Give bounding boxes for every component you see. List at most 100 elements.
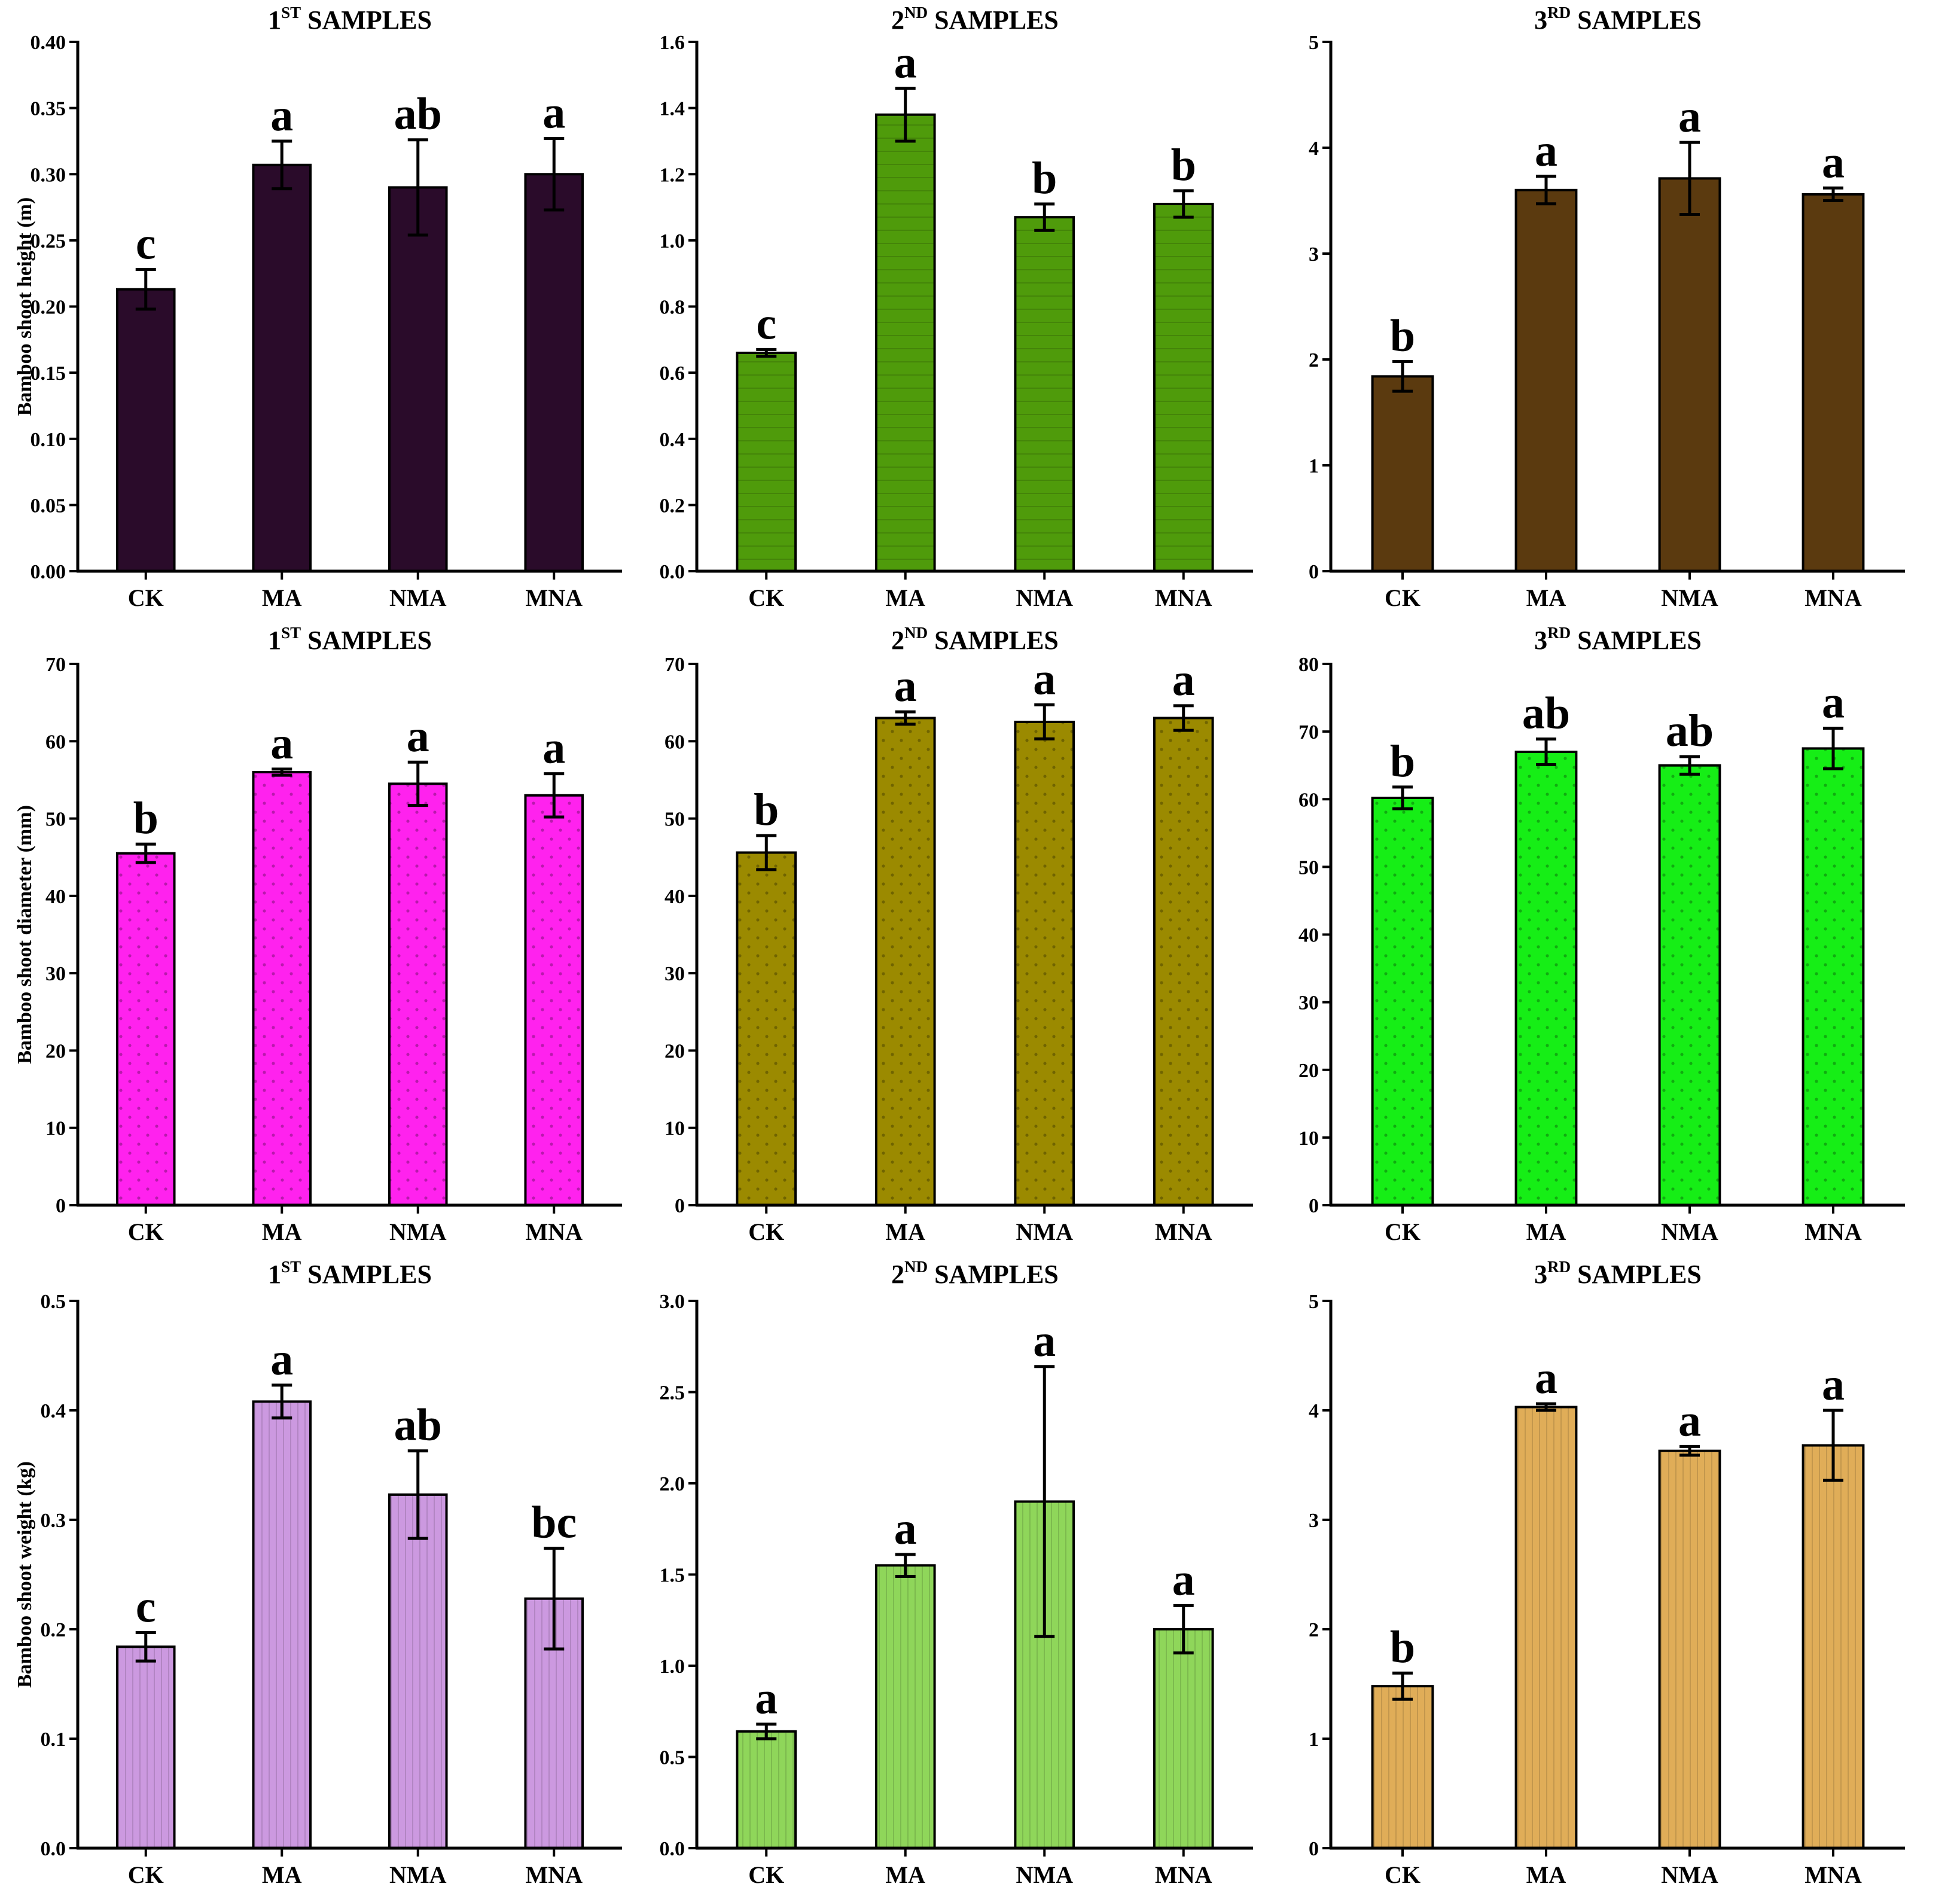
x-tick-label: MNA [525,584,583,611]
y-tick-label: 0.30 [31,164,66,186]
y-tick-label: 30 [664,963,685,985]
bar-texture [118,854,173,1204]
significance-letter: a [270,90,293,141]
y-tick-label: 60 [1298,789,1319,811]
significance-letter: a [894,1504,917,1554]
y-tick-label: 4 [1309,1400,1319,1422]
significance-letter: a [1678,92,1701,142]
y-tick-label: 0 [1309,1195,1319,1217]
y-tick-label: 5 [1309,1291,1319,1313]
chart-title-number: 3 [1534,5,1547,35]
x-tick-label: CK [128,1218,164,1245]
y-tick-label: 0.20 [31,297,66,319]
bar-texture [877,719,934,1204]
y-tick-label: 1.2 [660,164,685,186]
bar-mna [1802,193,1865,572]
bar-texture [526,796,582,1204]
bar-texture [118,1648,173,1847]
chart-title-number: 2 [891,5,904,35]
y-tick-label: 50 [664,809,685,831]
y-axis-label: Bamboo shoot height (m) [14,197,36,416]
y-tick-label: 0 [675,1195,685,1217]
x-tick-label: MA [1526,584,1566,611]
bar-texture [1804,749,1863,1204]
y-tick-label: 0.00 [31,561,66,583]
chart-title-text: SAMPLES [301,626,432,655]
y-tick-label: 2 [1309,349,1319,371]
y-tick-label: 0.35 [31,98,66,120]
significance-letter: a [1172,1554,1195,1605]
chart-title: 3RD SAMPLES [1534,4,1702,35]
chart-title-number: 3 [1534,626,1547,655]
significance-letter: ab [394,1400,442,1450]
significance-letter: a [755,1674,778,1724]
chart-title-superscript: ND [904,4,928,22]
x-tick-label: NMA [1016,584,1073,611]
y-tick-label: 40 [664,886,685,908]
x-tick-label: MNA [1155,1861,1212,1888]
significance-letter: c [136,219,156,269]
bar-texture [1517,753,1575,1204]
y-tick-label: 0.10 [31,429,66,451]
chart-title: 3RD SAMPLES [1534,1258,1702,1289]
significance-letter: a [1678,1395,1701,1446]
x-tick-label: NMA [1661,1861,1718,1888]
x-tick-label: MA [262,584,302,611]
y-tick-label: 0 [1309,561,1319,583]
chart-title-text: SAMPLES [1571,626,1702,655]
x-tick-label: NMA [389,1218,447,1245]
bar-texture [1517,1408,1575,1847]
y-tick-label: 70 [45,654,66,676]
x-tick-label: NMA [1016,1861,1073,1888]
significance-letter: a [407,711,429,761]
significance-letter: a [1033,654,1056,705]
chart-title-text: SAMPLES [301,5,432,35]
bar-ck [115,288,176,572]
x-tick-label: CK [128,584,164,611]
x-tick-label: MA [262,1861,302,1888]
chart-title-text: SAMPLES [1571,1260,1702,1289]
x-tick-label: NMA [1661,584,1718,611]
chart-panel-2: 2ND SAMPLES 0.0 0.2 0.4 0.6 0.8 1.0 1.2 1.4 1.6 c C… [660,4,1253,611]
y-tick-label: 30 [1298,992,1319,1014]
y-tick-label: 4 [1309,138,1319,160]
chart-title-superscript: ND [904,624,928,642]
bar-texture [1660,766,1719,1204]
significance-letter: b [1032,153,1057,203]
bar-texture [738,353,795,570]
y-tick-label: 10 [45,1118,66,1140]
y-tick-label: 0.3 [41,1510,66,1532]
chart-title-superscript: RD [1547,624,1571,642]
y-tick-label: 30 [45,963,66,985]
x-tick-label: NMA [389,584,447,611]
significance-letter: a [1822,1360,1845,1410]
x-tick-label: MA [1526,1861,1566,1888]
chart-title-text: SAMPLES [1571,5,1702,35]
y-tick-label: 0.0 [660,561,685,583]
y-tick-label: 3 [1309,1510,1319,1532]
y-tick-label: 3.0 [660,1291,685,1313]
x-tick-label: CK [1385,584,1421,611]
significance-letter: a [1535,126,1557,176]
significance-letter: b [1171,140,1196,190]
y-tick-label: 1.4 [660,98,685,120]
bar-nma [388,186,448,572]
y-tick-label: 0.8 [660,297,685,319]
y-tick-label: 40 [45,886,66,908]
bar-ck [1371,375,1434,572]
x-tick-label: MNA [525,1861,583,1888]
y-tick-label: 10 [664,1118,685,1140]
significance-letter: a [1172,655,1195,705]
chart-title-superscript: ST [281,4,301,22]
y-tick-label: 70 [664,654,685,676]
chart-title-text: SAMPLES [928,626,1059,655]
y-tick-label: 0.5 [41,1291,66,1313]
y-tick-label: 0.0 [41,1838,66,1860]
chart-title-text: SAMPLES [301,1260,432,1289]
chart-title: 3RD SAMPLES [1534,624,1702,655]
chart-title: 2ND SAMPLES [891,624,1059,655]
chart-title-number: 1 [268,5,281,35]
